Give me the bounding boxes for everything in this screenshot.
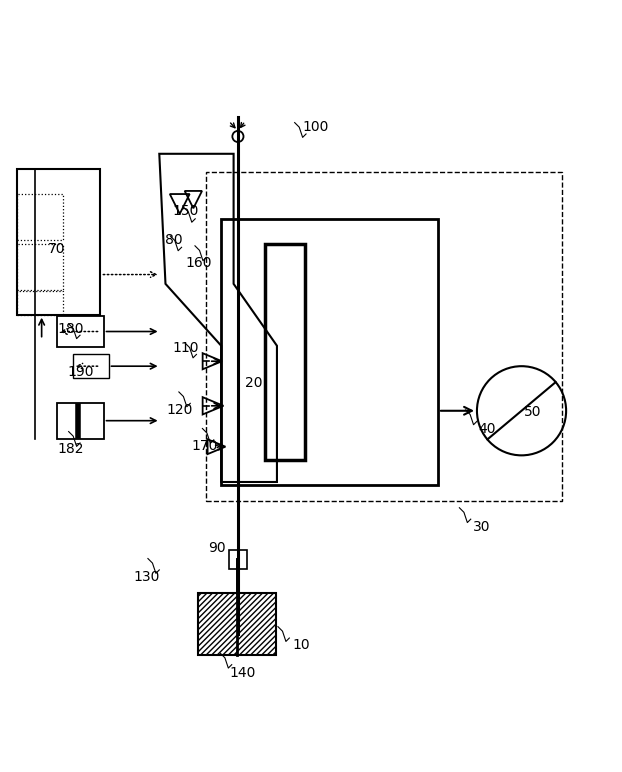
Text: 20: 20 xyxy=(245,376,262,390)
Bar xyxy=(221,218,438,485)
Bar xyxy=(73,354,108,378)
Text: 140: 140 xyxy=(230,665,256,679)
Bar xyxy=(17,194,63,241)
Text: 50: 50 xyxy=(524,405,541,419)
Text: 80: 80 xyxy=(165,233,182,247)
Bar xyxy=(57,403,103,438)
Bar xyxy=(198,594,276,655)
Bar xyxy=(264,244,305,460)
Bar xyxy=(206,172,562,500)
Text: 70: 70 xyxy=(49,242,66,256)
Text: 160: 160 xyxy=(185,256,211,270)
Text: 182: 182 xyxy=(57,442,84,456)
Bar xyxy=(17,169,101,315)
Bar xyxy=(229,550,247,569)
Text: 90: 90 xyxy=(208,541,226,555)
Text: 180: 180 xyxy=(57,322,84,336)
Text: 120: 120 xyxy=(167,402,193,417)
Bar xyxy=(17,291,63,315)
Text: 30: 30 xyxy=(473,520,490,534)
Text: 100: 100 xyxy=(303,120,329,134)
Text: 10: 10 xyxy=(293,638,310,652)
Text: 110: 110 xyxy=(173,340,199,354)
Text: 150: 150 xyxy=(173,205,199,218)
Text: 170: 170 xyxy=(192,439,218,453)
Bar xyxy=(17,244,63,290)
Text: 190: 190 xyxy=(67,365,94,379)
Bar xyxy=(57,316,103,347)
Text: 40: 40 xyxy=(479,422,496,436)
Text: 130: 130 xyxy=(134,570,160,584)
